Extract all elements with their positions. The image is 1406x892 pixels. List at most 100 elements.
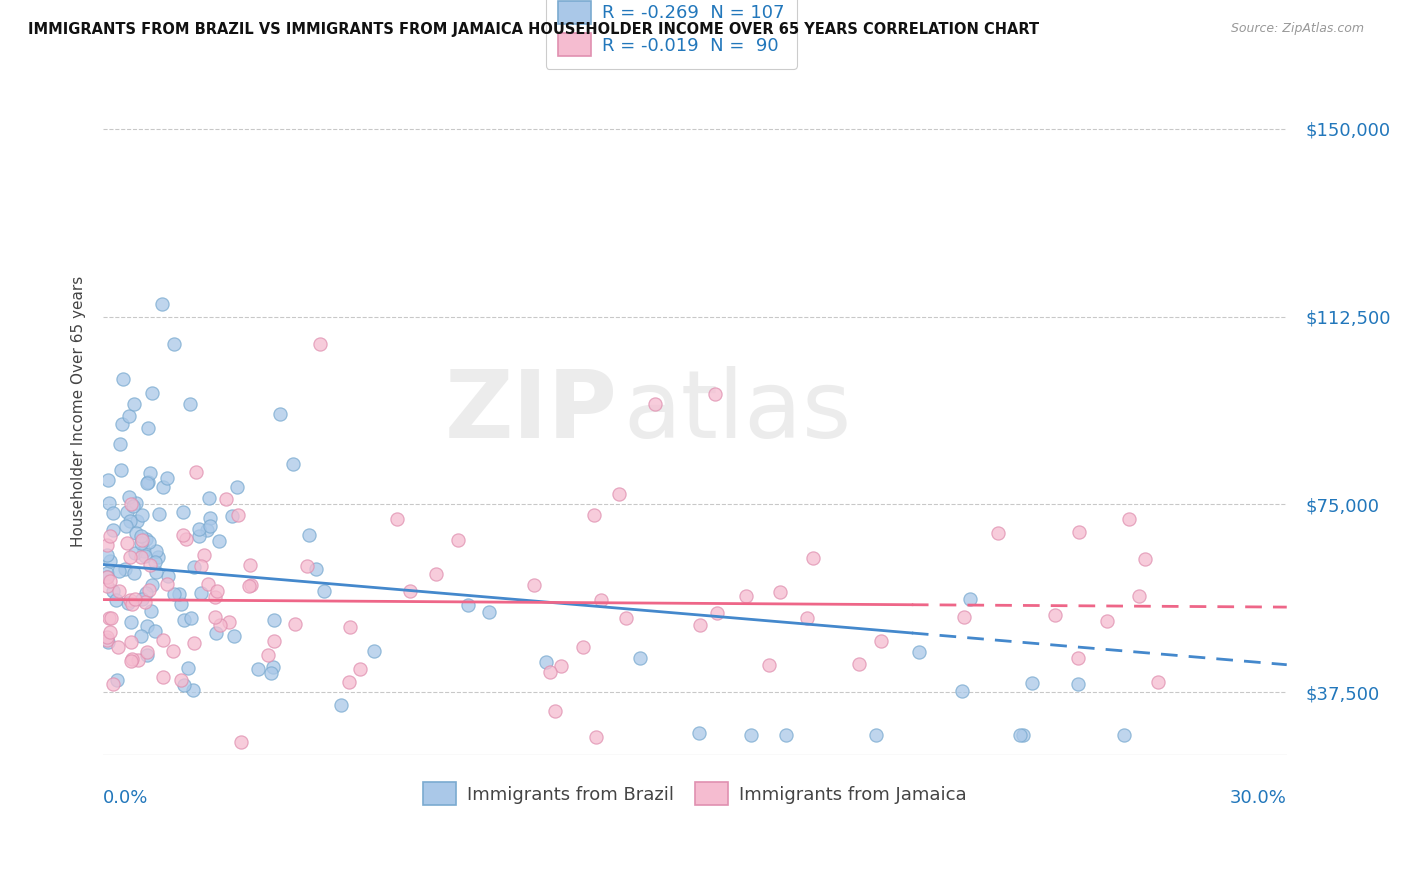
Point: [330, 698, 353, 713]
Point: [309, 337, 332, 351]
Point: [262, 659, 284, 673]
Point: [385, 512, 408, 526]
Point: [221, 508, 243, 523]
Point: [167, 587, 190, 601]
Point: [200, 511, 222, 525]
Point: [950, 684, 973, 698]
Point: [425, 567, 447, 582]
Point: [218, 615, 240, 630]
Point: [295, 558, 318, 573]
Point: [281, 458, 304, 472]
Point: [108, 584, 131, 599]
Point: [111, 417, 134, 432]
Point: [132, 543, 155, 558]
Point: [97, 635, 120, 649]
Point: [96, 570, 118, 584]
Point: [124, 592, 146, 607]
Point: [97, 496, 120, 510]
Point: [96, 570, 118, 584]
Point: [1008, 728, 1031, 742]
Point: [585, 731, 607, 745]
Point: [136, 475, 159, 489]
Point: [148, 507, 170, 521]
Point: [170, 673, 193, 687]
Point: [187, 529, 209, 543]
Point: [98, 624, 121, 639]
Point: [145, 624, 167, 639]
Point: [801, 550, 824, 565]
Point: [447, 533, 470, 548]
Point: [269, 407, 291, 421]
Text: Source: ZipAtlas.com: Source: ZipAtlas.com: [1230, 22, 1364, 36]
Point: [136, 421, 159, 435]
Point: [135, 586, 157, 600]
Point: [735, 589, 758, 603]
Point: [740, 728, 762, 742]
Point: [246, 663, 269, 677]
Point: [96, 579, 118, 593]
Point: [134, 595, 156, 609]
Point: [204, 610, 226, 624]
Text: IMMIGRANTS FROM BRAZIL VS IMMIGRANTS FROM JAMAICA HOUSEHOLDER INCOME OVER 65 YEA: IMMIGRANTS FROM BRAZIL VS IMMIGRANTS FRO…: [28, 22, 1039, 37]
Point: [104, 593, 127, 607]
Point: [139, 466, 162, 480]
Point: [197, 577, 219, 591]
Point: [139, 558, 162, 573]
Point: [703, 387, 725, 401]
Point: [97, 610, 120, 624]
Point: [538, 665, 561, 679]
Point: [141, 386, 163, 401]
Point: [110, 463, 132, 477]
Point: [138, 534, 160, 549]
Point: [117, 596, 139, 610]
Point: [1146, 675, 1168, 690]
Point: [163, 337, 186, 351]
Point: [108, 564, 131, 578]
Point: [263, 613, 285, 627]
Point: [184, 465, 207, 479]
Point: [122, 566, 145, 580]
Point: [204, 591, 226, 605]
Point: [534, 656, 557, 670]
Point: [363, 644, 385, 658]
Point: [129, 535, 152, 549]
Point: [263, 634, 285, 648]
Point: [181, 682, 204, 697]
Point: [399, 583, 422, 598]
Text: atlas: atlas: [624, 366, 852, 458]
Point: [108, 437, 131, 451]
Point: [478, 605, 501, 619]
Point: [222, 629, 245, 643]
Text: 30.0%: 30.0%: [1230, 789, 1286, 807]
Point: [135, 475, 157, 490]
Point: [115, 518, 138, 533]
Point: [769, 584, 792, 599]
Point: [121, 652, 143, 666]
Point: [157, 568, 180, 582]
Point: [131, 592, 153, 607]
Point: [98, 554, 121, 568]
Point: [98, 574, 121, 588]
Point: [96, 548, 118, 562]
Point: [96, 566, 118, 580]
Point: [114, 562, 136, 576]
Point: [688, 726, 710, 740]
Point: [163, 587, 186, 601]
Point: [544, 704, 567, 718]
Point: [101, 507, 124, 521]
Point: [1011, 728, 1033, 742]
Point: [339, 620, 361, 634]
Point: [591, 592, 613, 607]
Point: [111, 372, 134, 386]
Point: [135, 645, 157, 659]
Point: [118, 593, 141, 607]
Point: [136, 648, 159, 663]
Point: [145, 565, 167, 579]
Point: [120, 634, 142, 648]
Point: [207, 534, 229, 549]
Point: [179, 397, 201, 411]
Point: [183, 559, 205, 574]
Point: [121, 499, 143, 513]
Point: [152, 670, 174, 684]
Point: [987, 526, 1010, 541]
